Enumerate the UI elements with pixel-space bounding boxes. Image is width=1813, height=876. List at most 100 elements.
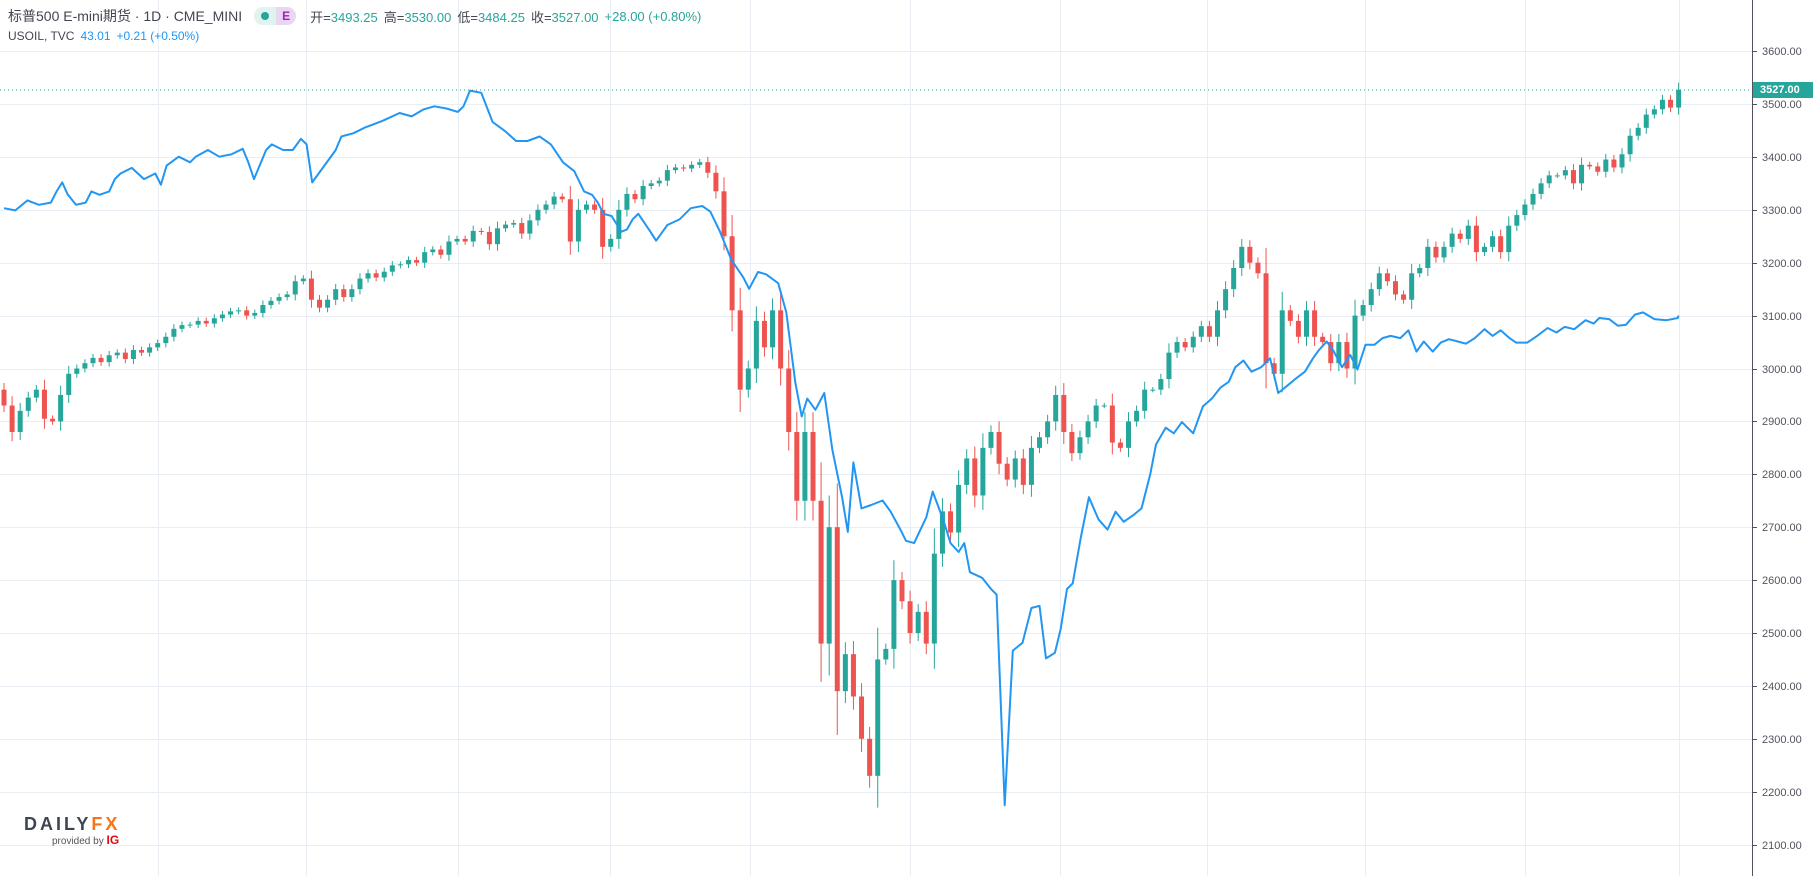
candle-body [689, 164, 695, 169]
overlay-name[interactable]: USOIL, TVC [8, 29, 75, 43]
candle [519, 217, 525, 239]
candle [406, 256, 411, 268]
candle [17, 402, 23, 440]
candle-body [179, 325, 185, 329]
candle [1401, 290, 1407, 304]
candle-body [1206, 326, 1212, 337]
candle [1336, 334, 1342, 372]
candle [98, 354, 104, 366]
candle-body [1134, 410, 1140, 422]
candle [1206, 320, 1212, 343]
candle-body [1579, 164, 1585, 184]
candle-body [276, 297, 282, 301]
candle-body [381, 271, 387, 278]
candle-body [1449, 233, 1455, 247]
earnings-badge: E [276, 7, 297, 25]
candle-body [1109, 405, 1115, 443]
candle [535, 204, 541, 226]
candle [430, 246, 436, 256]
candle-body [543, 204, 549, 210]
last-price-tag: 3527.00 [1753, 82, 1813, 98]
candle-body [656, 180, 662, 184]
candle-body [616, 209, 622, 239]
candle-body [1360, 305, 1366, 316]
candle [737, 287, 743, 413]
candle-body [1295, 320, 1301, 337]
candle-body [681, 167, 687, 169]
candle [939, 498, 945, 567]
close-label: 收= [530, 9, 552, 25]
candle [268, 297, 274, 309]
candle-body [810, 431, 816, 501]
candle [1182, 338, 1188, 352]
candle-body [195, 320, 201, 325]
candle-body [923, 611, 929, 644]
candle [1619, 148, 1625, 174]
candle [284, 291, 290, 301]
candle [41, 379, 47, 429]
candle-body [1117, 442, 1123, 448]
candle [470, 225, 476, 247]
axis-label: 2400.00 [1762, 680, 1802, 693]
candle-body [1546, 175, 1552, 184]
symbol-title[interactable]: 标普500 E-mini期货 · 1D · CME_MINI [8, 8, 243, 24]
candle [592, 200, 598, 214]
candle-body [1215, 310, 1220, 337]
candle [276, 293, 282, 305]
candle-body [794, 431, 800, 501]
axis-label: 3200.00 [1762, 257, 1802, 270]
candle [770, 298, 776, 360]
candle [1061, 383, 1067, 444]
candle [1231, 260, 1237, 298]
candle [1303, 301, 1309, 347]
axis-label: 2800.00 [1762, 468, 1802, 481]
candle-body [317, 299, 323, 308]
candle [1053, 385, 1059, 431]
candle-body [1263, 273, 1269, 364]
candle [1449, 227, 1455, 253]
candle-body [640, 185, 646, 200]
candle-body [592, 204, 598, 210]
candle [1255, 257, 1261, 279]
candle-body [1085, 421, 1091, 438]
candle [1, 383, 7, 413]
candle [1538, 178, 1544, 200]
candle [1522, 199, 1528, 221]
candle [300, 275, 306, 285]
candle-body [1392, 281, 1398, 295]
candle [834, 483, 840, 735]
candlestick-series [1, 82, 1682, 808]
axis-label: 3400.00 [1762, 151, 1802, 164]
candle [1004, 457, 1010, 487]
candle-body [414, 260, 420, 263]
candle-body [583, 204, 589, 210]
candle [891, 560, 897, 669]
low-value: 3484.25 [477, 9, 525, 25]
candle [1603, 153, 1609, 178]
open-value: 3493.25 [330, 9, 378, 25]
candle-body [494, 228, 500, 245]
candle-body [470, 230, 476, 242]
candle-body [648, 183, 654, 186]
candle [664, 164, 670, 186]
candle-body [672, 167, 678, 171]
candle [454, 235, 460, 245]
candle [462, 235, 468, 245]
candle [317, 295, 323, 313]
candle-body [325, 299, 331, 308]
axis-label: 3600.00 [1762, 45, 1802, 58]
candle [292, 275, 298, 301]
candle [1045, 414, 1051, 444]
candle [697, 158, 703, 169]
candle-body [875, 659, 881, 776]
candle [236, 307, 242, 315]
candle-body [236, 310, 242, 312]
candle-body [114, 352, 120, 356]
candle [211, 314, 217, 328]
axis-label: 2700.00 [1762, 521, 1802, 534]
high-value: 3530.00 [404, 9, 452, 25]
candle-body [1069, 431, 1075, 454]
candle-body [187, 324, 193, 326]
status-badges[interactable]: E [254, 7, 297, 25]
